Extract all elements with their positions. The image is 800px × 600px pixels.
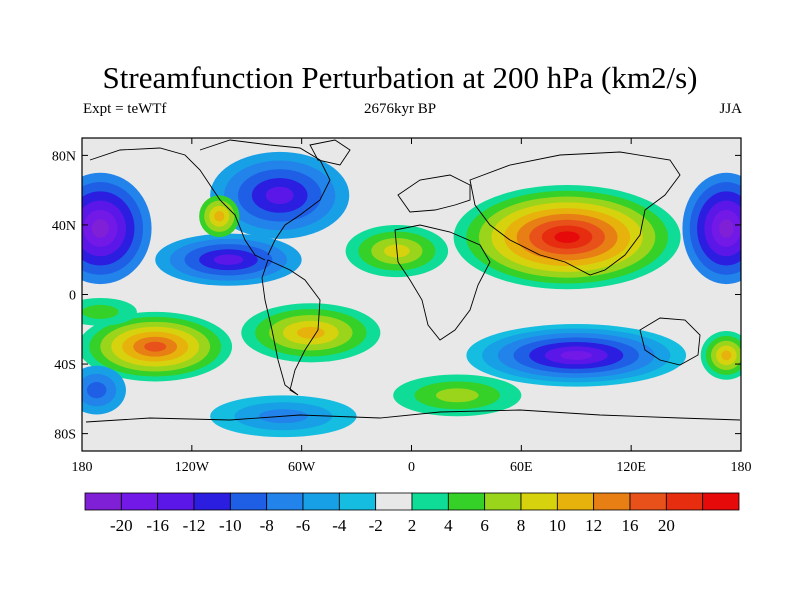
lat-tick-label-4: 80S <box>54 428 76 443</box>
lat-tick-label-0: 80N <box>52 149 76 164</box>
coast-africa <box>394 224 491 341</box>
colorbar-swatch-3 <box>193 492 231 511</box>
contour-region-10-2 <box>86 382 107 399</box>
contour-region-7-6 <box>144 341 167 352</box>
lon-tick-label-4: 60E <box>510 460 533 475</box>
coastlines <box>85 139 741 423</box>
colorbar-swatch-5 <box>266 492 304 511</box>
colorbar-swatch-10 <box>447 492 486 511</box>
colorbar-label-11: 8 <box>517 516 526 535</box>
lon-tick-label-2: 60W <box>288 460 316 475</box>
colorbar-label-5: -6 <box>296 516 310 535</box>
coast-greenland <box>309 139 351 166</box>
contour-region-13-1 <box>82 304 119 319</box>
lon-tick-label-0: 180 <box>72 460 93 475</box>
contour-region-4-3 <box>214 211 225 222</box>
colorbar-swatch-15 <box>629 492 667 511</box>
colorbar-swatch-8 <box>375 492 413 511</box>
coast-europe <box>397 174 471 213</box>
coast-antarctica <box>85 409 741 423</box>
contour-region-1-5 <box>719 219 734 238</box>
colorbar-swatch-11 <box>484 492 522 511</box>
colorbar-label-12: 10 <box>549 516 566 535</box>
colorbar-swatch-0 <box>84 492 122 511</box>
colorbar-swatch-14 <box>593 492 631 511</box>
coast-south-america <box>261 259 321 396</box>
colorbar-label-7: -2 <box>369 516 383 535</box>
coast-asia <box>469 151 681 276</box>
lon-tick-label-6: 180 <box>731 460 752 475</box>
lon-tick-label-1: 120W <box>175 460 210 475</box>
experiment-label: Expt = teWTf <box>83 101 167 117</box>
lat-tick-label-2: 0 <box>69 289 76 304</box>
colorbar-label-13: 12 <box>585 516 602 535</box>
lon-tick-label-5: 120E <box>616 460 646 475</box>
axis-ticks: 80N 40N 0 40S 80S 180 120W 60W 0 60E 120E 180 <box>52 138 752 475</box>
contour-region-0-5 <box>91 219 109 238</box>
colorbar-swatch-13 <box>556 492 595 511</box>
colorbar-label-9: 4 <box>444 516 453 535</box>
colorbar-label-10: 6 <box>480 516 489 535</box>
colorbar-swatch-12 <box>520 492 558 511</box>
coast-north-america-east <box>199 139 331 256</box>
plot-title: Streamfunction Perturbation at 200 hPa (… <box>102 60 698 95</box>
colorbar-swatch-16 <box>665 492 704 511</box>
contour-region-2-4 <box>265 186 294 205</box>
colorbar-label-0: -20 <box>110 516 133 535</box>
contour-region-9-6 <box>560 350 592 360</box>
colorbar-swatch-2 <box>157 492 195 511</box>
colorbar-label-1: -16 <box>146 516 169 535</box>
contour-region-3-4 <box>213 254 244 265</box>
colorbar-label-3: -10 <box>219 516 242 535</box>
colorbar-swatch-17 <box>702 492 740 511</box>
colorbar: -20 -16 -12 -10 -8 -6 -4 -2 2 4 6 8 10 12 16 20 <box>84 492 740 535</box>
lat-tick-label-1: 40N <box>52 219 76 234</box>
colorbar-label-6: -4 <box>332 516 347 535</box>
contour-region-12-2 <box>435 388 479 403</box>
colorbar-swatch-1 <box>120 492 159 511</box>
coast-north-america-west <box>89 147 266 261</box>
colorbar-swatch-6 <box>302 492 340 511</box>
lat-tick-label-3: 40S <box>54 358 76 373</box>
colorbar-label-2: -12 <box>183 516 206 535</box>
lon-tick-label-3: 0 <box>408 460 415 475</box>
contour-region-14-4 <box>721 350 732 361</box>
colorbar-swatch-4 <box>229 492 268 511</box>
season-label: JJA <box>719 101 742 117</box>
coast-australia <box>639 317 701 366</box>
colorbar-label-15: 20 <box>658 516 675 535</box>
colorbar-swatch-9 <box>411 492 449 511</box>
colorbar-label-8: 2 <box>408 516 417 535</box>
contour-region-5-8 <box>554 231 580 243</box>
colorbar-label-4: -8 <box>260 516 274 535</box>
colorbar-label-14: 16 <box>622 516 639 535</box>
time-label: 2676kyr BP <box>363 101 437 117</box>
colorbar-swatch-7 <box>338 492 377 511</box>
contour-region-8-4 <box>296 326 325 339</box>
streamfunction-field <box>82 151 741 438</box>
